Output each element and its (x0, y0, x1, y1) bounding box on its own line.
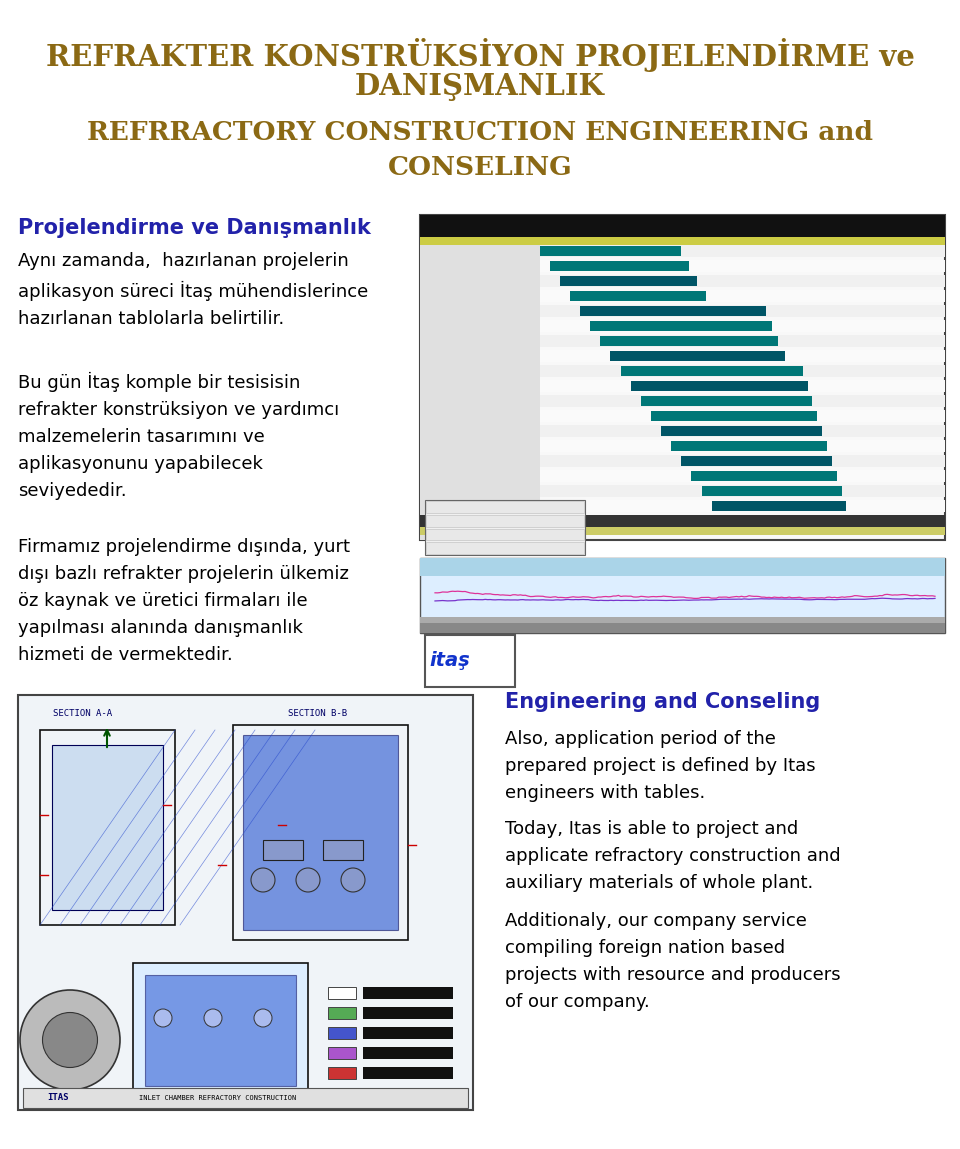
Bar (243, 735, 398, 930)
Bar (328, 1047, 356, 1059)
Bar (263, 840, 303, 859)
Bar (363, 1067, 453, 1079)
Text: REFRRACTORY CONSTRUCTION ENGINEERING and: REFRRACTORY CONSTRUCTION ENGINEERING and (87, 119, 873, 145)
Text: SECTION B-B: SECTION B-B (288, 709, 348, 717)
Bar (641, 396, 812, 406)
Text: REFRAKTER KONSTRÜKSİYON PROJELENDİRME ve: REFRAKTER KONSTRÜKSİYON PROJELENDİRME ve (45, 38, 915, 72)
Bar (560, 276, 697, 286)
Bar (420, 617, 945, 623)
Bar (540, 304, 945, 317)
Bar (540, 425, 945, 437)
Bar (420, 558, 945, 633)
Circle shape (254, 1009, 272, 1027)
Bar (425, 500, 585, 555)
Bar (363, 987, 453, 998)
Circle shape (42, 1012, 98, 1067)
Bar (540, 500, 945, 512)
Bar (23, 1088, 468, 1108)
Bar (426, 542, 584, 554)
Bar (540, 365, 945, 377)
Bar (540, 245, 945, 257)
Bar (580, 306, 766, 316)
Text: INLET CHAMBER REFRACTORY CONSTRUCTION: INLET CHAMBER REFRACTORY CONSTRUCTION (139, 1095, 297, 1101)
Bar (18, 695, 473, 1110)
Bar (323, 840, 363, 859)
Bar (550, 261, 689, 271)
Circle shape (296, 867, 320, 892)
Bar (425, 635, 515, 687)
Text: DANIŞMANLIK: DANIŞMANLIK (355, 72, 605, 101)
Text: CONSELING: CONSELING (388, 155, 572, 180)
Text: itaş: itaş (430, 651, 470, 671)
Bar (328, 1007, 356, 1019)
Bar (540, 260, 945, 272)
Text: Engineering and Conseling: Engineering and Conseling (505, 692, 820, 712)
Bar (426, 515, 584, 526)
Bar (540, 275, 945, 287)
Bar (52, 745, 163, 910)
Bar (540, 455, 945, 466)
Text: Firmamız projelendirme dışında, yurt
dışı bazlı refrakter projelerin ülkemiz
öz : Firmamız projelendirme dışında, yurt dış… (18, 538, 350, 664)
Bar (540, 380, 945, 392)
Bar (540, 290, 945, 302)
Bar (420, 623, 945, 633)
Bar (540, 470, 945, 481)
Bar (661, 426, 822, 435)
Bar (133, 963, 308, 1098)
Bar (540, 440, 945, 452)
Bar (328, 1067, 356, 1079)
Bar (540, 336, 945, 347)
Bar (540, 395, 945, 407)
Text: Additionaly, our company service
compiling foreign nation based
projects with re: Additionaly, our company service compili… (505, 912, 841, 1011)
Bar (691, 471, 837, 481)
Text: Aynı zamanda,  hazırlanan projelerin
aplikasyon süreci İtaş mühendislerince
hazı: Aynı zamanda, hazırlanan projelerin apli… (18, 252, 369, 327)
Bar (540, 485, 945, 498)
Bar (420, 515, 945, 527)
Bar (40, 730, 175, 925)
Text: Today, Itas is able to project and
applicate refractory construction and
auxilia: Today, Itas is able to project and appli… (505, 820, 841, 893)
Circle shape (204, 1009, 222, 1027)
Bar (702, 486, 842, 496)
Bar (233, 725, 408, 940)
Text: ITAS: ITAS (47, 1094, 69, 1103)
Bar (426, 501, 584, 512)
Bar (328, 987, 356, 998)
Bar (420, 558, 945, 576)
Bar (420, 215, 945, 237)
Bar (590, 321, 772, 331)
Bar (540, 410, 945, 422)
Bar (570, 291, 706, 301)
Circle shape (20, 990, 120, 1090)
Bar (712, 501, 846, 511)
Bar (540, 246, 681, 256)
Bar (145, 976, 296, 1086)
Circle shape (154, 1009, 172, 1027)
Bar (426, 529, 584, 540)
Text: Bu gün İtaş komple bir tesisisin
refrakter konstrüksiyon ve yardımcı
malzemeleri: Bu gün İtaş komple bir tesisisin refrakt… (18, 372, 339, 501)
Bar (651, 411, 817, 421)
Bar (363, 1007, 453, 1019)
Text: Projelendirme ve Danışmanlık: Projelendirme ve Danışmanlık (18, 218, 371, 238)
Bar (600, 336, 778, 346)
Bar (420, 237, 945, 245)
Bar (610, 350, 785, 361)
Bar (681, 456, 832, 466)
Bar (671, 441, 827, 452)
Bar (540, 350, 945, 362)
Bar (363, 1047, 453, 1059)
Circle shape (251, 867, 275, 892)
Bar (420, 245, 540, 540)
Circle shape (341, 867, 365, 892)
Bar (363, 1027, 453, 1039)
Bar (328, 1027, 356, 1039)
Bar (420, 215, 945, 540)
Bar (621, 367, 803, 376)
Text: SECTION A-A: SECTION A-A (54, 709, 112, 717)
Bar (420, 527, 945, 535)
Text: Also, application period of the
prepared project is defined by Itas
engineers wi: Also, application period of the prepared… (505, 730, 816, 802)
Bar (631, 381, 808, 391)
Bar (540, 321, 945, 332)
